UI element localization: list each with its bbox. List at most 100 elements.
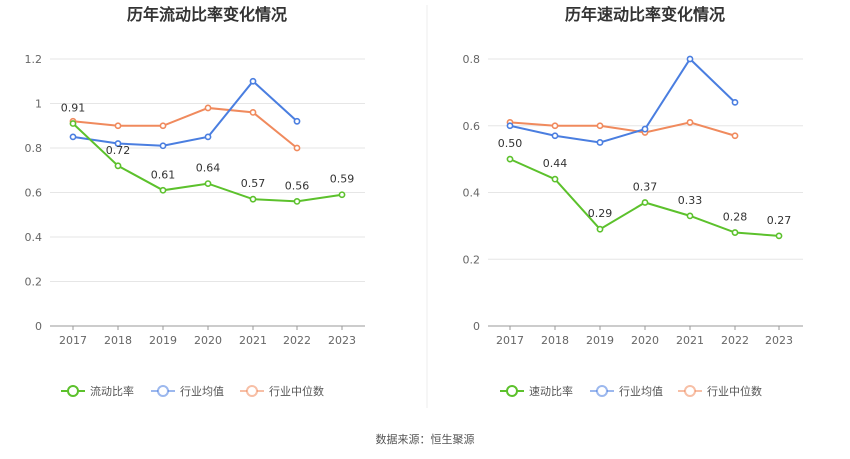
data-point bbox=[159, 142, 167, 150]
x-tick-label: 2023 bbox=[765, 334, 793, 347]
data-point bbox=[596, 122, 604, 130]
y-tick-label: 0.4 bbox=[463, 187, 481, 200]
legend-item-3: 行业中位数 bbox=[240, 384, 324, 398]
data-label: 0.37 bbox=[633, 181, 658, 194]
data-point bbox=[204, 133, 212, 141]
data-point bbox=[69, 120, 77, 127]
y-tick-label: 0.8 bbox=[25, 142, 43, 155]
data-label: 0.61 bbox=[151, 168, 176, 181]
x-tick-label: 2022 bbox=[721, 334, 749, 347]
legend-item-1: 流动比率 bbox=[61, 384, 134, 398]
chart-title: 历年速动比率变化情况 bbox=[565, 5, 725, 24]
legend-swatch-marker bbox=[506, 385, 518, 397]
legend-item-1: 速动比率 bbox=[500, 384, 573, 398]
data-point bbox=[731, 98, 739, 106]
x-tick-label: 2022 bbox=[283, 334, 311, 347]
x-tick-label: 2017 bbox=[496, 334, 524, 347]
data-label: 0.27 bbox=[767, 214, 792, 227]
data-label: 0.29 bbox=[588, 207, 613, 220]
series-line-3 bbox=[509, 121, 736, 137]
data-point bbox=[686, 119, 694, 126]
y-tick-label: 0 bbox=[35, 320, 42, 333]
data-point bbox=[159, 186, 167, 194]
y-tick-label: 1.2 bbox=[25, 53, 43, 66]
data-point bbox=[506, 155, 514, 163]
x-tick-label: 2023 bbox=[328, 334, 356, 347]
data-point bbox=[551, 122, 559, 130]
y-tick-label: 0 bbox=[473, 320, 480, 333]
data-point bbox=[641, 199, 649, 206]
data-point bbox=[114, 122, 122, 130]
data-point bbox=[641, 125, 649, 133]
legend-swatch-marker bbox=[157, 385, 169, 397]
series-line-2 bbox=[509, 57, 736, 144]
y-tick-label: 1 bbox=[35, 98, 42, 111]
data-point bbox=[159, 122, 167, 130]
chart-panel-1: 历年流动比率变化情况 0 0.2 0.4 0.6 0.8 1 1.2 2017 2018 2019 2… bbox=[25, 5, 365, 398]
data-point bbox=[551, 132, 559, 140]
legend-item-3: 行业中位数 bbox=[678, 384, 762, 398]
legend-swatch-marker bbox=[684, 385, 696, 397]
data-point bbox=[249, 109, 257, 116]
series-line-3 bbox=[72, 106, 298, 149]
legend-label: 流动比率 bbox=[90, 384, 134, 398]
legend-item-2: 行业均值 bbox=[151, 385, 224, 398]
data-label: 0.72 bbox=[106, 144, 131, 157]
data-point bbox=[114, 162, 122, 170]
data-point bbox=[506, 122, 514, 130]
data-label: 0.50 bbox=[498, 137, 523, 150]
data-point bbox=[249, 77, 257, 85]
x-tick-label: 2018 bbox=[541, 334, 569, 347]
data-point bbox=[293, 117, 301, 125]
data-label: 0.44 bbox=[543, 157, 568, 170]
data-point bbox=[293, 144, 301, 152]
legend-item-2: 行业均值 bbox=[590, 385, 663, 398]
y-tick-label: 0.2 bbox=[25, 276, 43, 289]
data-point bbox=[114, 140, 122, 147]
legend-label: 行业中位数 bbox=[269, 384, 324, 398]
data-point bbox=[731, 229, 739, 236]
y-tick-label: 0.6 bbox=[463, 120, 481, 133]
source-text: 数据来源：恒生聚源 bbox=[376, 432, 475, 446]
data-point bbox=[338, 191, 346, 199]
x-tick-label: 2020 bbox=[631, 334, 659, 347]
data-label: 0.59 bbox=[330, 173, 355, 186]
x-tick-label: 2019 bbox=[149, 334, 177, 347]
data-point bbox=[204, 180, 212, 187]
x-tick-label: 2017 bbox=[59, 334, 87, 347]
data-label: 0.64 bbox=[196, 162, 221, 175]
data-point bbox=[686, 212, 694, 220]
y-tick-label: 0.6 bbox=[25, 187, 43, 200]
series-line-1 bbox=[509, 158, 780, 237]
data-point bbox=[551, 175, 559, 183]
x-tick-label: 2021 bbox=[239, 334, 267, 347]
data-label: 0.28 bbox=[723, 211, 748, 224]
chart-panel-2: 历年速动比率变化情况 0 0.2 0.4 0.6 0.8 2017 2018 2019 2020 2… bbox=[463, 5, 803, 398]
data-point bbox=[69, 133, 77, 141]
data-point bbox=[596, 139, 604, 146]
legend-swatch-marker bbox=[67, 385, 79, 397]
data-label: 0.56 bbox=[285, 179, 310, 192]
x-tick-label: 2020 bbox=[194, 334, 222, 347]
x-tick-label: 2018 bbox=[104, 334, 132, 347]
data-point bbox=[204, 104, 212, 112]
series-line-2 bbox=[72, 79, 298, 147]
data-point bbox=[686, 55, 694, 63]
data-point bbox=[293, 197, 301, 205]
legend-label: 速动比率 bbox=[529, 384, 573, 398]
legend-swatch-marker bbox=[596, 385, 608, 397]
legend-label: 行业均值 bbox=[619, 385, 663, 398]
x-tick-label: 2021 bbox=[676, 334, 704, 347]
data-label: 0.91 bbox=[61, 102, 86, 115]
data-point bbox=[249, 195, 257, 203]
data-point bbox=[731, 132, 739, 140]
y-tick-label: 0.8 bbox=[463, 53, 481, 66]
data-label: 0.57 bbox=[241, 177, 266, 190]
legend-label: 行业均值 bbox=[180, 385, 224, 398]
legend-swatch-marker bbox=[246, 385, 258, 397]
data-point bbox=[596, 225, 604, 233]
legend-label: 行业中位数 bbox=[707, 384, 762, 398]
x-tick-label: 2019 bbox=[586, 334, 614, 347]
y-tick-label: 0.2 bbox=[463, 253, 481, 266]
